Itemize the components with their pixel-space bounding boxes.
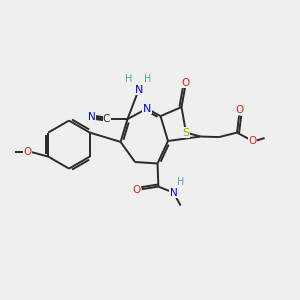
Text: N: N	[143, 103, 151, 114]
Text: H: H	[144, 74, 151, 84]
Text: H: H	[125, 74, 133, 84]
Text: O: O	[181, 77, 190, 88]
Text: O: O	[235, 105, 244, 115]
Text: S: S	[182, 128, 190, 138]
Text: N: N	[134, 85, 143, 95]
Text: N: N	[88, 112, 95, 122]
Text: O: O	[23, 147, 32, 157]
Text: N: N	[169, 188, 177, 198]
Text: H: H	[177, 177, 184, 187]
Text: O: O	[133, 184, 141, 195]
Text: C: C	[103, 114, 110, 124]
Text: O: O	[248, 136, 257, 146]
